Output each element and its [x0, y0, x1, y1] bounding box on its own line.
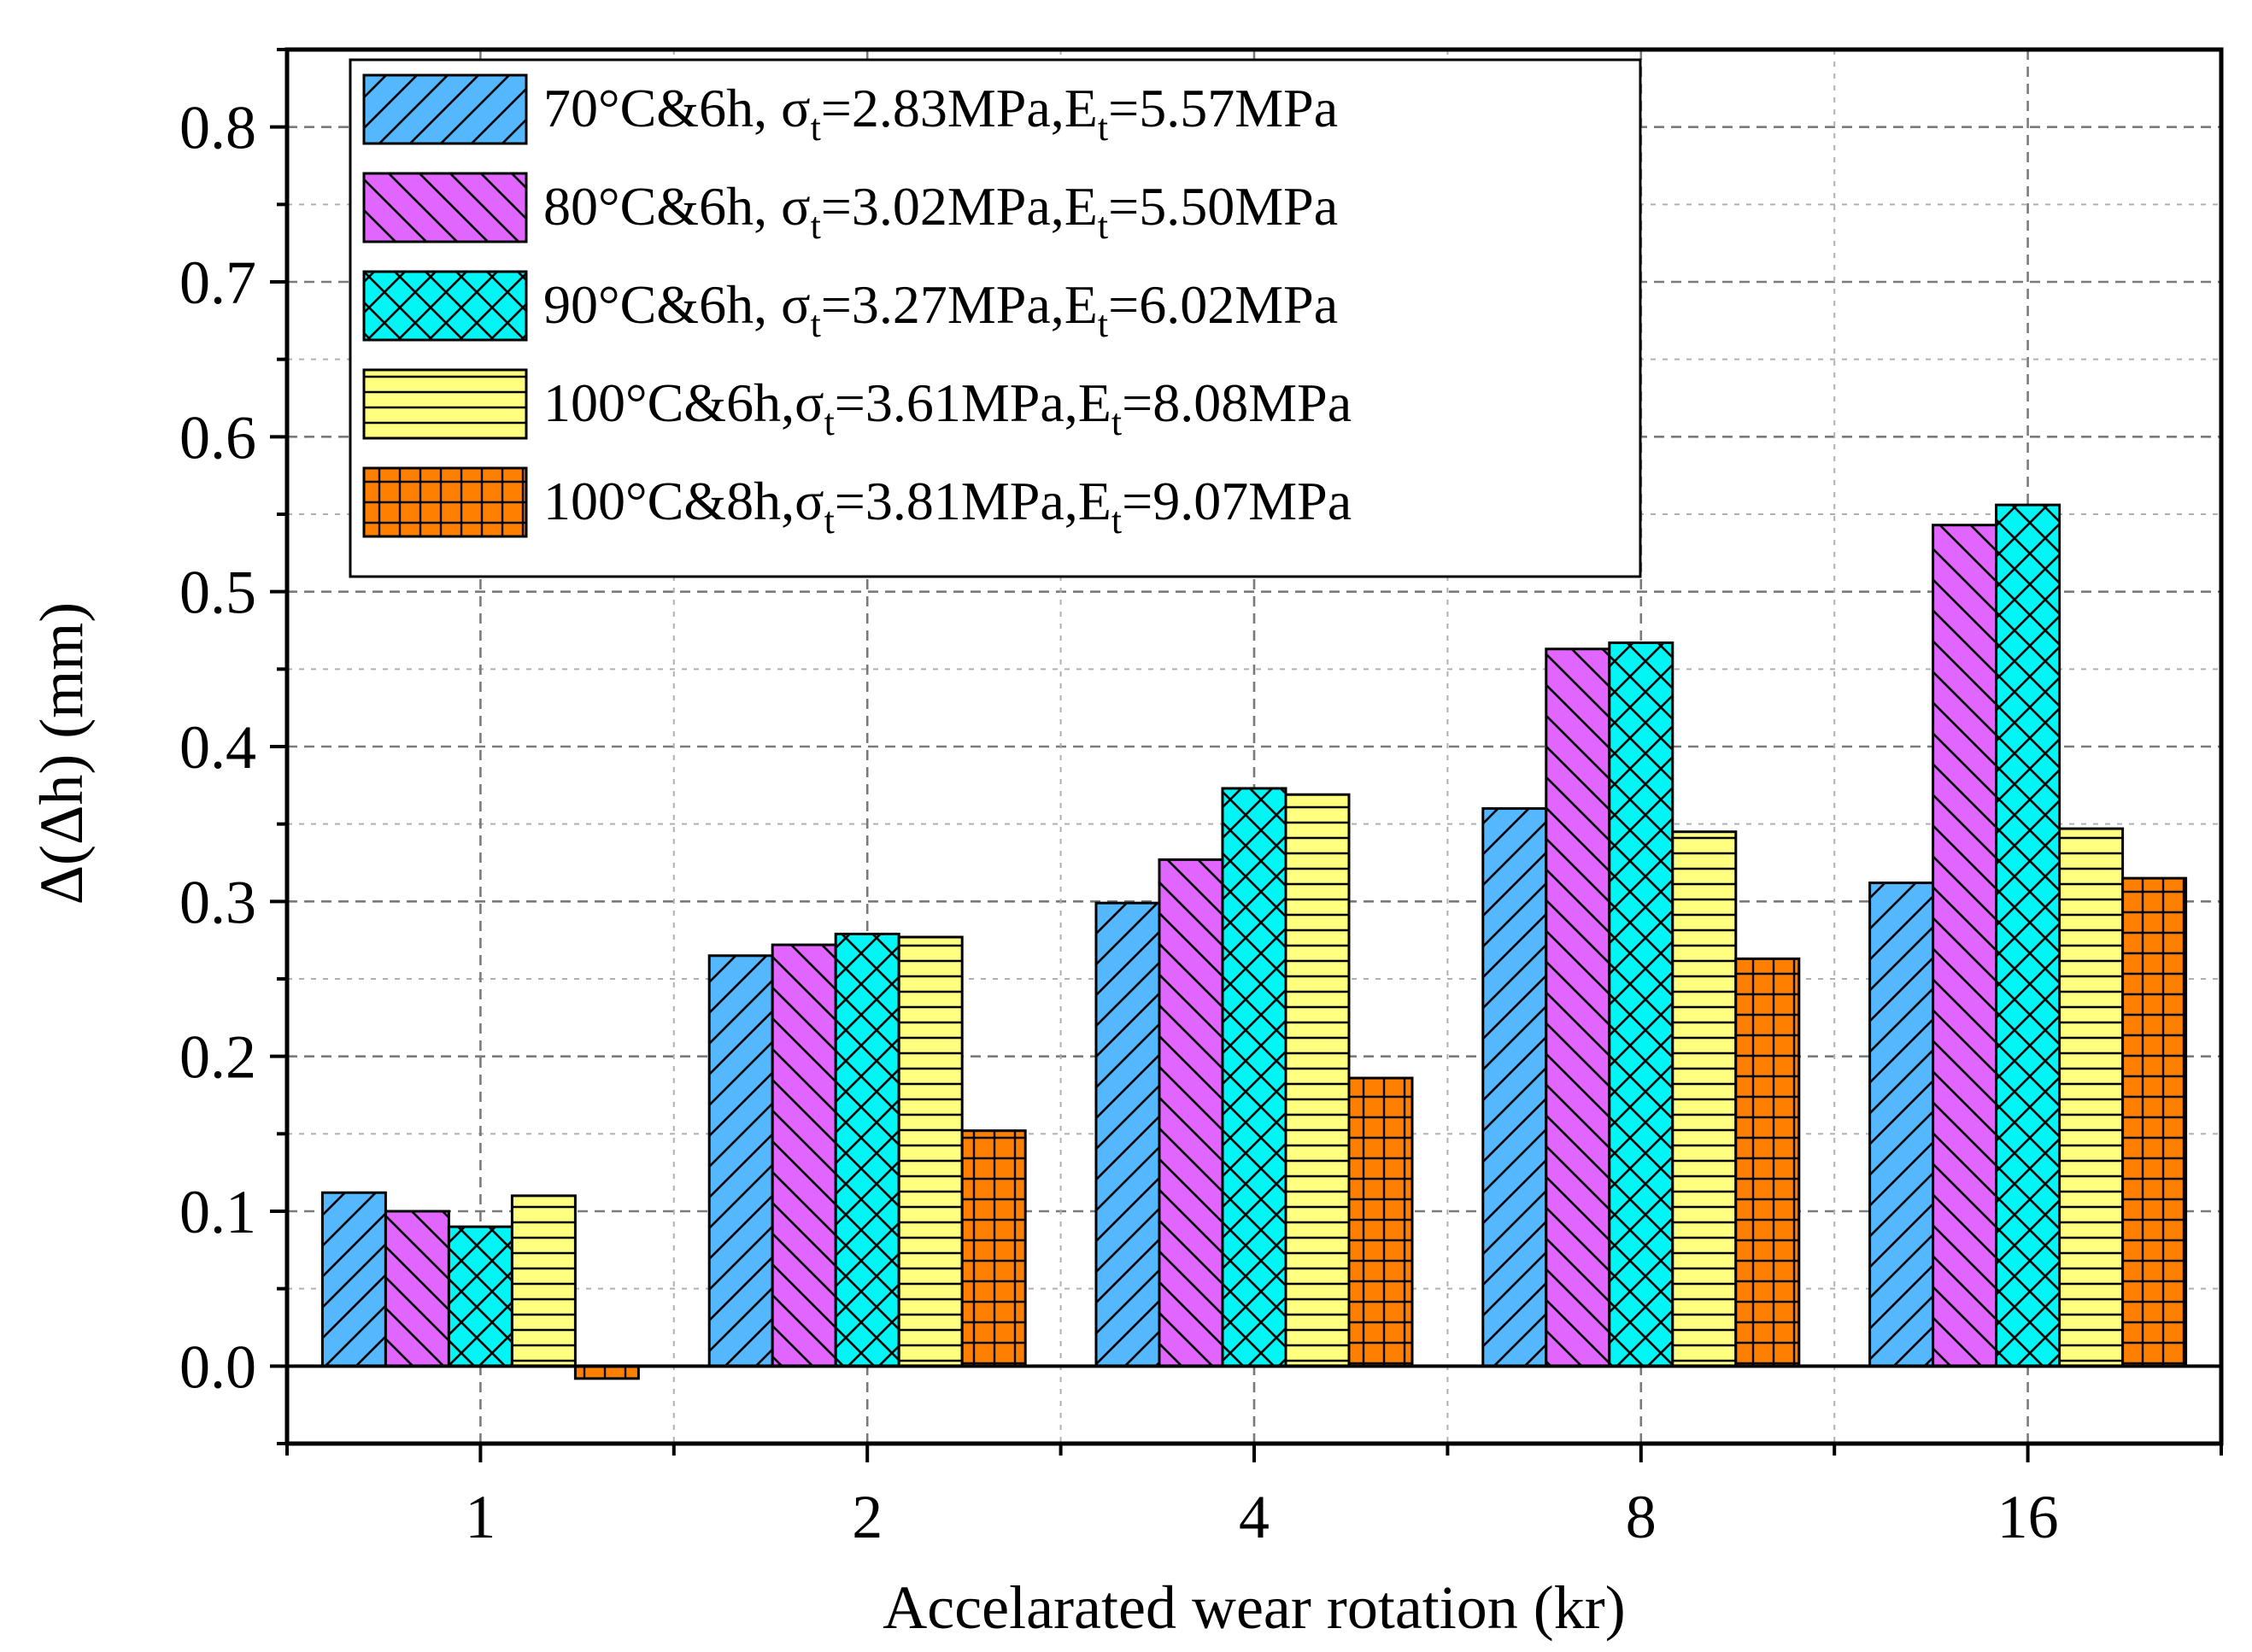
y-tick-label: 0.6 — [179, 403, 256, 472]
bar — [2121, 876, 2188, 1368]
bar-hatch — [573, 1364, 640, 1380]
y-tick-label: 0.4 — [179, 713, 256, 782]
legend: 70°C&6h, σt=2.83MPa,Et=5.57MPa 80°C&6h, σ… — [349, 58, 1642, 578]
bar — [1932, 524, 1998, 1368]
axes — [270, 47, 2224, 1462]
bar — [1995, 503, 2061, 1368]
x-tick-label: 1 — [465, 1483, 496, 1551]
legend-item: 80°C&6h, σt=3.02MPa,Et=5.50MPa — [362, 172, 1338, 247]
bar-hatch — [384, 1210, 450, 1368]
legend-label: 80°C&6h, σt=3.02MPa,Et=5.50MPa — [543, 176, 1338, 247]
y-axis-title: Δ(Δh) (mm) — [27, 602, 96, 905]
bar-hatch — [2058, 827, 2125, 1368]
bar — [2058, 827, 2125, 1368]
bar-hatch — [1347, 1076, 1414, 1368]
bar-hatch — [2121, 876, 2188, 1368]
bar — [960, 1129, 1027, 1368]
bar-hatch — [1995, 503, 2061, 1368]
bar — [771, 943, 837, 1368]
bar — [1734, 957, 1801, 1368]
legend-item: 100°C&8h,σt=3.81MPa,Et=9.07MPa — [362, 466, 1352, 542]
bar-hatch — [834, 932, 900, 1368]
legend-item: 90°C&6h, σt=3.27MPa,Et=6.02MPa — [362, 270, 1338, 345]
legend-label: 100°C&6h,σt=3.61MPa,Et=8.08MPa — [543, 372, 1352, 443]
bars — [320, 503, 2188, 1380]
bar — [707, 954, 774, 1368]
y-tick-label: 0.8 — [179, 94, 256, 162]
y-tick-label: 0.5 — [179, 559, 256, 627]
bar — [897, 935, 964, 1368]
x-tick-label: 4 — [1239, 1483, 1270, 1551]
bar — [510, 1194, 577, 1368]
bar-hatch — [897, 935, 964, 1368]
bar-hatch — [1868, 882, 1935, 1368]
legend-item: 100°C&6h,σt=3.61MPa,Et=8.08MPa — [362, 368, 1352, 443]
bar-hatch — [1158, 858, 1224, 1368]
x-tick-label: 8 — [1626, 1483, 1657, 1551]
legend-label: 90°C&6h, σt=3.27MPa,Et=6.02MPa — [543, 274, 1338, 345]
bar-hatch — [771, 943, 837, 1368]
x-tick-label: 2 — [852, 1483, 883, 1551]
legend-swatch — [362, 172, 528, 243]
bar — [1347, 1076, 1414, 1368]
tick-labels: 0.0 0.1 0.2 0.3 0.4 0.5 0.6 0.7 0.8 1 2 4 8 16 — [179, 94, 2059, 1551]
bar-hatch — [1094, 901, 1161, 1368]
bar — [384, 1210, 450, 1368]
bar-hatch — [960, 1129, 1027, 1368]
y-tick-label: 0.0 — [179, 1333, 256, 1401]
bar — [447, 1225, 513, 1368]
x-axis-title: Accelarated wear rotation (kr) — [883, 1573, 1625, 1642]
x-tick-label: 16 — [1997, 1483, 2059, 1551]
bar-hatch — [1608, 641, 1674, 1368]
bar-hatch — [510, 1194, 577, 1368]
bar — [1868, 882, 1935, 1368]
y-tick-label: 0.1 — [179, 1178, 256, 1246]
bar — [834, 932, 900, 1368]
bar — [320, 1191, 387, 1368]
bar — [1545, 647, 1611, 1368]
bar-hatch — [1284, 793, 1351, 1368]
bar — [1284, 793, 1351, 1368]
legend-swatch — [362, 73, 528, 145]
bar-hatch — [1734, 957, 1801, 1368]
y-tick-label: 0.3 — [179, 868, 256, 936]
bar-hatch — [707, 954, 774, 1368]
bar — [1221, 787, 1287, 1368]
bar-hatch — [1545, 647, 1611, 1368]
bar-hatch — [1671, 830, 1738, 1368]
bar — [1481, 807, 1548, 1368]
y-tick-label: 0.2 — [179, 1023, 256, 1092]
bar-hatch — [1221, 787, 1287, 1368]
bar — [1158, 858, 1224, 1368]
legend-swatch — [362, 466, 528, 538]
bar-hatch — [320, 1191, 387, 1368]
y-tick-label: 0.7 — [179, 249, 256, 317]
bar-hatch — [447, 1225, 513, 1368]
bar-hatch — [1481, 807, 1548, 1368]
legend-swatch — [362, 368, 528, 440]
legend-box — [349, 58, 1642, 578]
bar — [1671, 830, 1738, 1368]
bar — [1094, 901, 1161, 1368]
bar — [1608, 641, 1674, 1368]
bar-hatch — [1932, 524, 1998, 1368]
bar — [573, 1364, 640, 1380]
legend-label: 70°C&6h, σt=2.83MPa,Et=5.57MPa — [543, 78, 1338, 149]
legend-label: 100°C&8h,σt=3.81MPa,Et=9.07MPa — [543, 471, 1352, 542]
legend-swatch — [362, 270, 528, 342]
legend-item: 70°C&6h, σt=2.83MPa,Et=5.57MPa — [362, 73, 1338, 149]
